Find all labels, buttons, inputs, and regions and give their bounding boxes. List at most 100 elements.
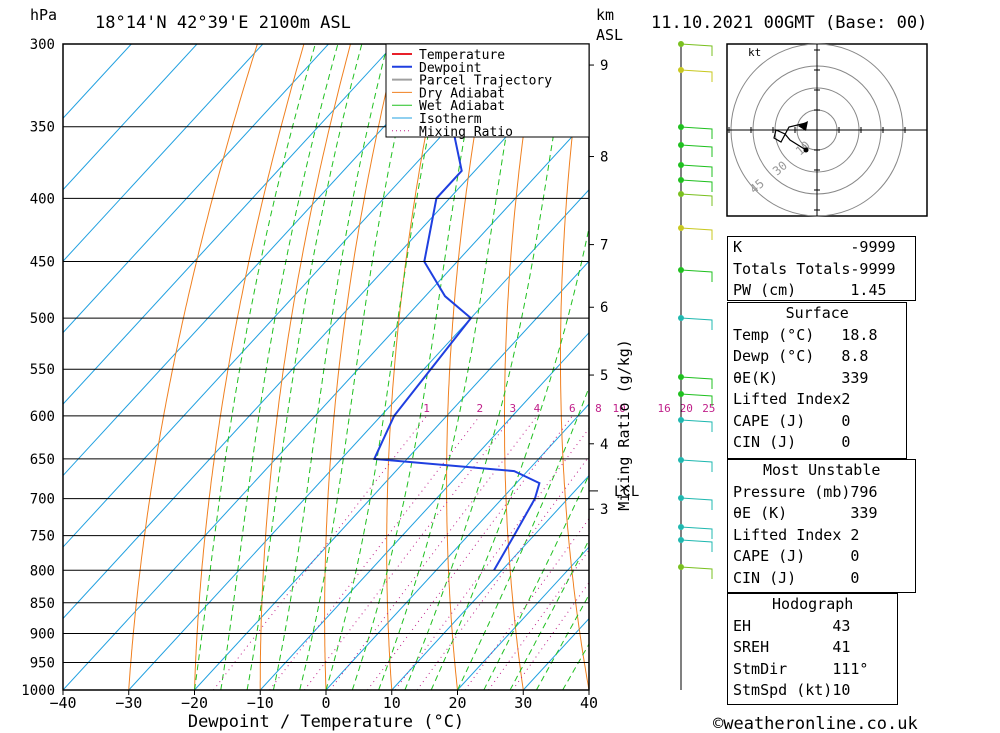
pressure-tick-label: 550: [30, 362, 55, 378]
mixing-ratio-tick-label: 2: [477, 402, 484, 415]
surface-row: CIN (J) 0: [728, 432, 906, 454]
dry-adiabat-line: [194, 44, 305, 690]
surface-value: 0: [841, 433, 851, 451]
most-unstable-label: CIN (J): [733, 568, 797, 587]
wet-adiabat-line: [457, 385, 589, 690]
hodograph-index-value: 10: [832, 681, 851, 699]
mixing-ratio-tick-label: 25: [702, 402, 715, 415]
hodograph-index-row: SREH 41: [728, 637, 897, 659]
lcl-label: LCL: [614, 484, 639, 500]
isotherm-line: [259, 331, 589, 690]
pressure-tick-label: 350: [30, 120, 55, 136]
isotherm-line: [325, 403, 589, 690]
x-axis-title: Dewpoint / Temperature (°C): [188, 712, 464, 732]
wind-barb: [680, 269, 713, 282]
height-tick-label: 7: [600, 238, 608, 254]
height-tick-label: 3: [600, 502, 608, 518]
wind-barb: [680, 376, 713, 389]
wind-barb: [680, 317, 713, 330]
mixing-ratio-line: [464, 517, 589, 690]
hodograph-unit-label: kt: [748, 46, 761, 59]
isotherm-line: [63, 44, 396, 405]
hodograph-index-value: 111°: [832, 659, 869, 678]
height-tick-label: 9: [600, 58, 608, 74]
hodograph-index-row: StmSpd (kt) 10: [728, 680, 897, 702]
wet-adiabat-line: [378, 44, 523, 690]
surface-label: Dewp (°C): [733, 347, 815, 365]
most-unstable-row: θE (K) 339: [728, 503, 915, 525]
index-row: PW (cm) 1.45: [728, 280, 915, 302]
wet-adiabat-line: [325, 44, 448, 690]
pressure-tick-label: 600: [30, 409, 55, 425]
mixing-ratio-tick-label: 16: [658, 402, 671, 415]
wet-adiabat-line: [194, 44, 316, 690]
surface-label: CAPE (J): [733, 411, 806, 430]
isotherm-line: [194, 260, 589, 690]
legend-entry: Wet Adiabat: [419, 99, 505, 114]
wind-barb: [680, 126, 713, 139]
surface-row: θE(K) 339: [728, 368, 906, 390]
wind-barb: [680, 526, 713, 539]
wet-adiabat-line: [483, 473, 589, 690]
isotherm-line: [63, 44, 198, 191]
height-tick-label: 4: [600, 437, 608, 453]
hodograph-index-label: EH: [733, 616, 752, 635]
isotherm-line: [128, 188, 589, 690]
indices-panel: K -9999 Totals Totals -9999 PW (cm) 1.45: [727, 236, 917, 302]
wind-barb: [680, 459, 713, 472]
wet-adiabat-line: [246, 44, 363, 690]
hodograph-index-row: StmDir 111°: [728, 659, 897, 681]
pressure-tick-label: 700: [30, 492, 55, 508]
wind-barb: [680, 144, 713, 157]
most-unstable-value: 0: [850, 547, 860, 565]
height-tick-label: 8: [600, 150, 608, 166]
mixing-ratio-line: [213, 415, 427, 690]
pressure-tick-label: 900: [30, 626, 55, 642]
wind-barb: [680, 539, 713, 552]
surface-label: θE(K): [733, 368, 779, 387]
legend-entry: Parcel Trajectory: [419, 74, 552, 89]
hodograph-start-dot: [803, 147, 809, 153]
temperature-tick-label: −20: [181, 694, 208, 712]
most-unstable-row: Lifted Index 2: [728, 525, 915, 547]
mixing-ratio-line: [488, 549, 589, 690]
most-unstable-value: 796: [850, 482, 878, 501]
dry-adiabat-line: [560, 44, 589, 690]
pressure-tick-label: 750: [30, 529, 55, 545]
legend-entry: Dry Adiabat: [419, 86, 505, 101]
temperature-tick-label: −10: [247, 694, 274, 712]
background-lines: [63, 26, 720, 690]
wind-barb: [680, 164, 713, 177]
most-unstable-row: CAPE (J) 0: [728, 546, 915, 568]
surface-title: Surface: [785, 304, 849, 322]
surface-row: Dewp (°C) 8.8: [728, 346, 906, 368]
index-row: Totals Totals -9999: [728, 259, 915, 281]
legend-entry: Dewpoint: [419, 61, 482, 76]
temperature-tick-label: 30: [514, 694, 532, 712]
most-unstable-label: CAPE (J): [733, 547, 806, 565]
hodograph-index-value: 41: [832, 638, 851, 656]
most-unstable-label: θE (K): [733, 504, 788, 522]
temperature-tick-label: −40: [49, 694, 76, 712]
mixing-ratio-tick-label: 3: [509, 402, 516, 415]
dry-adiabat-line: [504, 44, 538, 690]
hodograph-index-label: SREH: [733, 638, 770, 656]
pressure-tick-label: 650: [30, 452, 55, 468]
wind-barb: [680, 179, 713, 192]
most-unstable-panel: Most Unstable Pressure (mb) 796 θE (K) 339 L…: [727, 459, 917, 593]
mixing-ratio-tick-label: 10: [612, 402, 625, 415]
temperature-tick-label: 0: [321, 694, 330, 712]
surface-row: Temp (°C) 18.8: [728, 325, 906, 347]
dry-adiabat-line: [667, 26, 720, 690]
wind-barb: [680, 566, 713, 579]
hodograph-index-label: StmSpd (kt): [733, 681, 833, 699]
surface-value: 18.8: [841, 325, 878, 344]
most-unstable-title: Most Unstable: [763, 461, 881, 479]
surface-label: CIN (J): [733, 433, 797, 451]
location-title: 18°14'N 42°39'E 2100m ASL: [95, 13, 351, 33]
most-unstable-label: Lifted Index: [733, 525, 842, 544]
most-unstable-value: 0: [850, 568, 860, 587]
surface-value: 0: [841, 411, 851, 430]
temperature-tick-label: 10: [383, 694, 401, 712]
